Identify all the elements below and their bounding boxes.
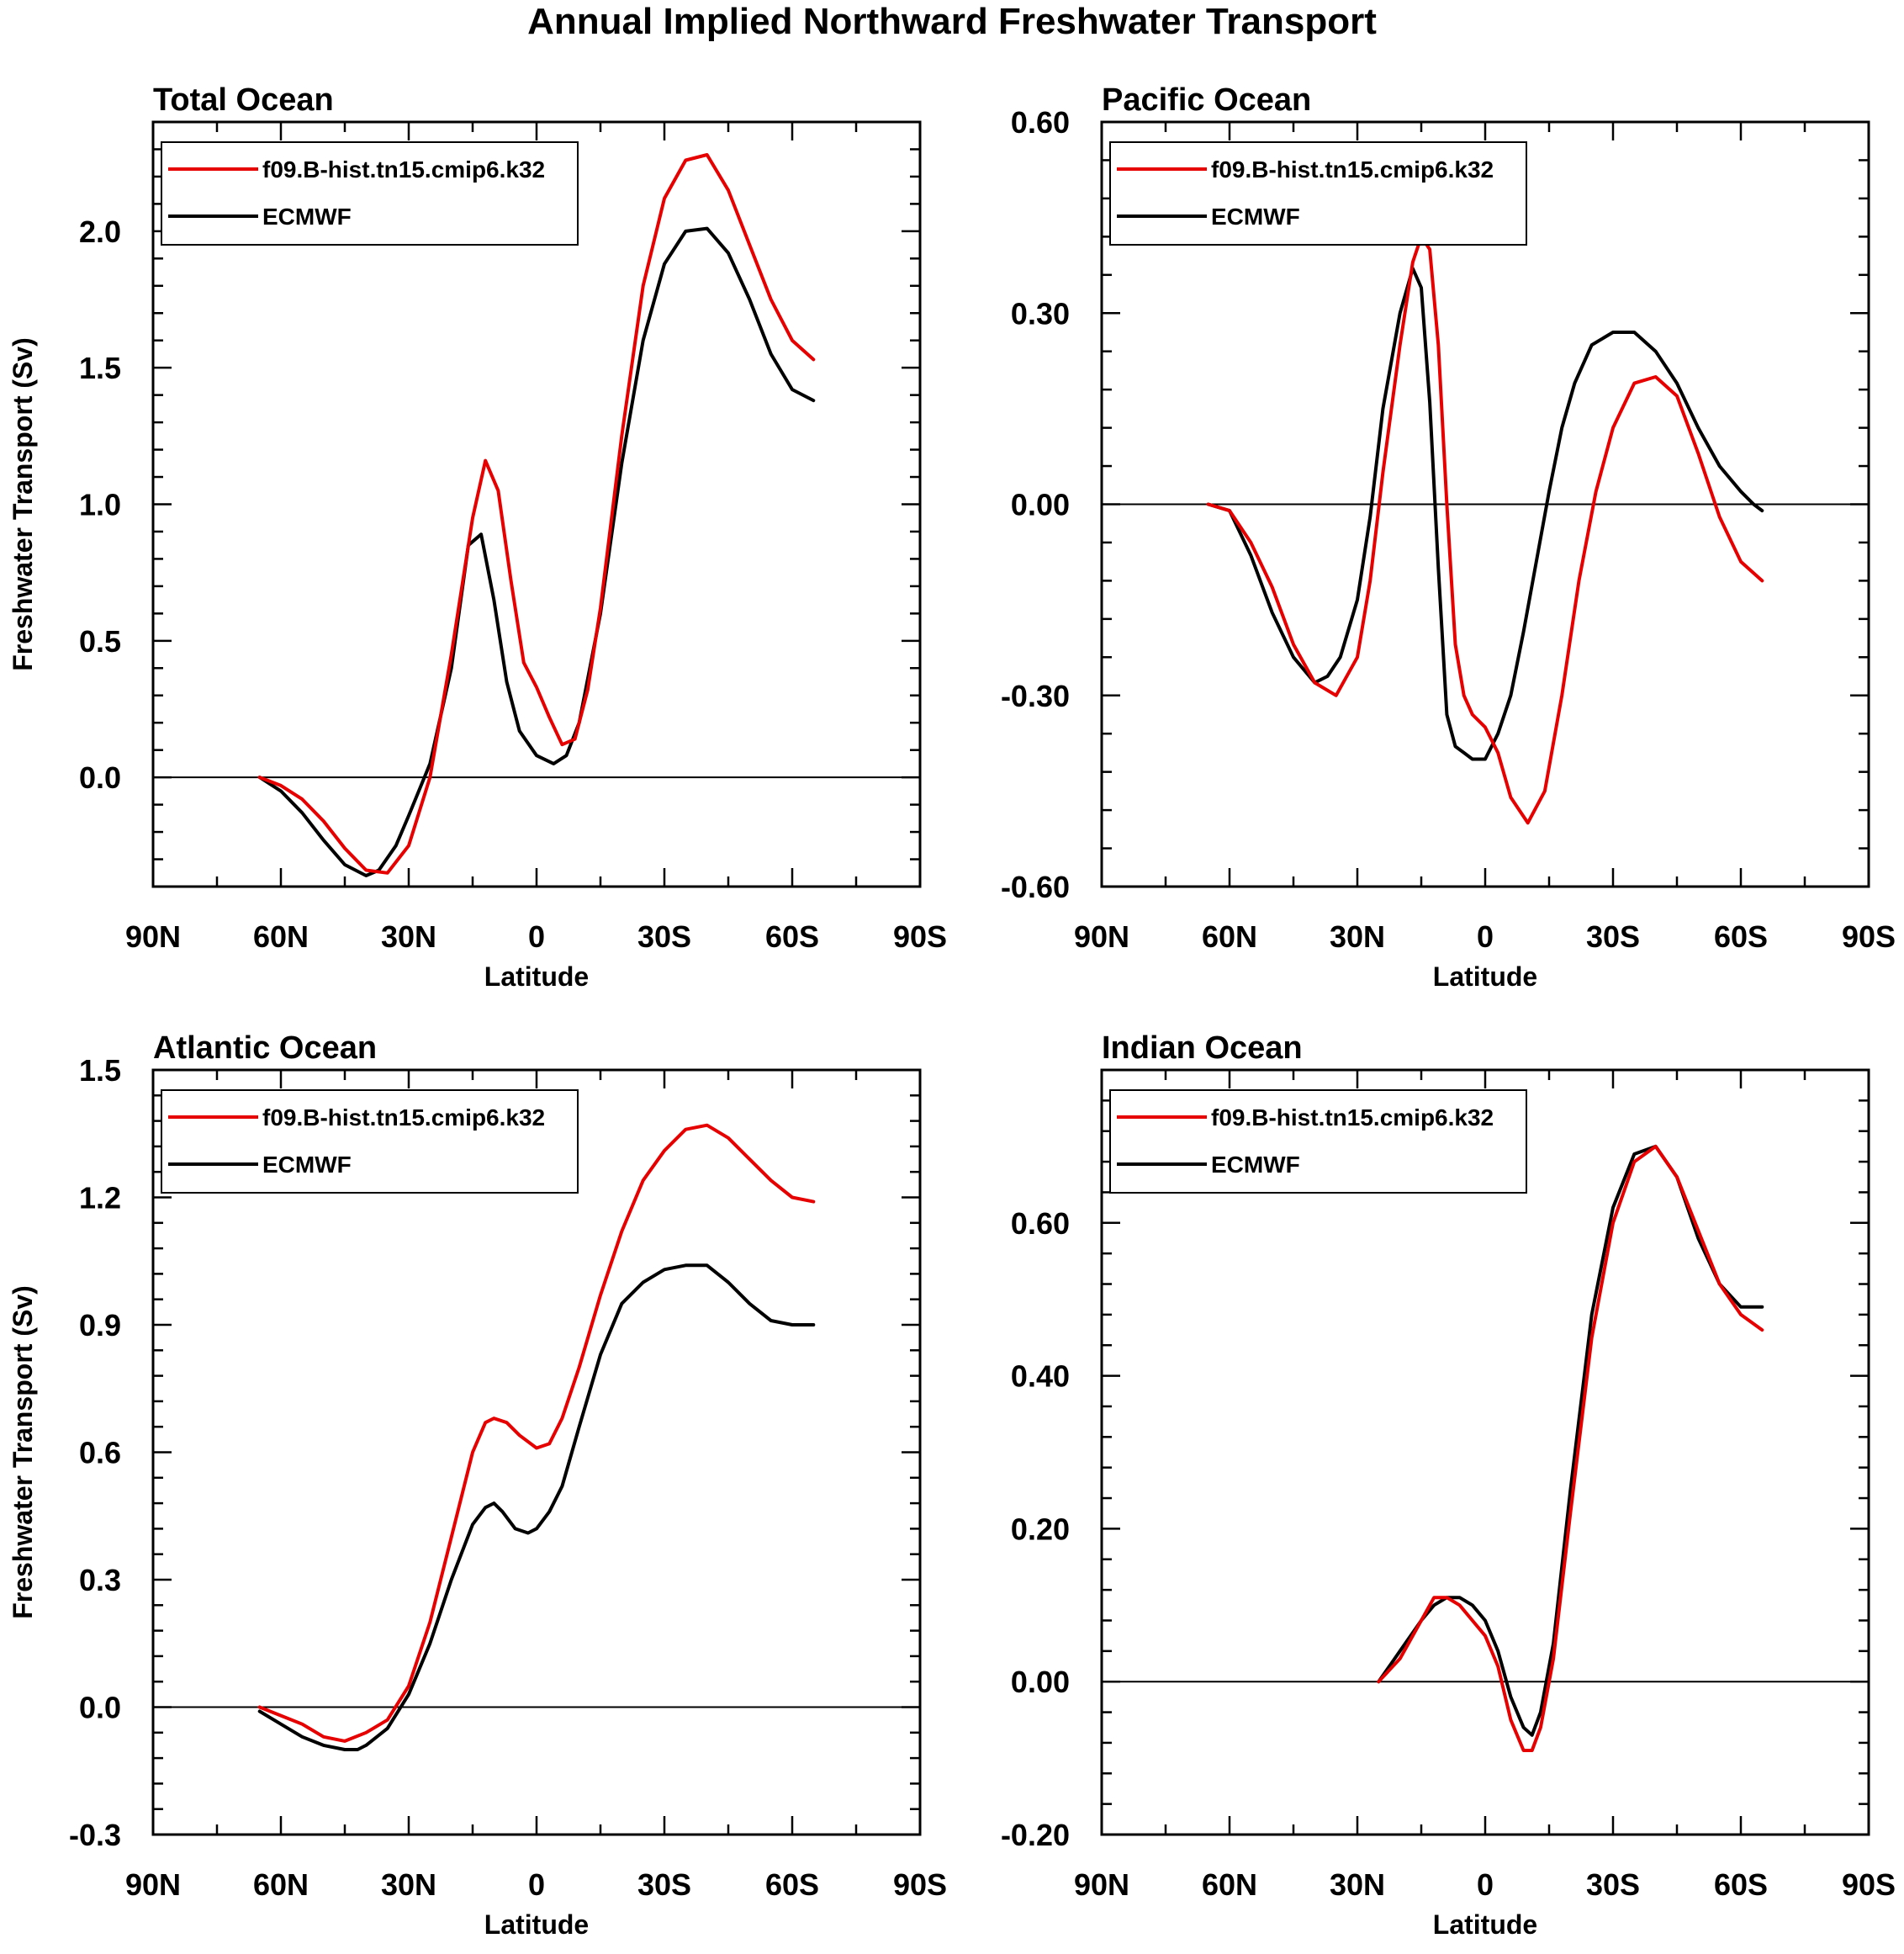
panel-title: Atlantic Ocean (153, 1030, 377, 1066)
x-tick-label: 90S (1842, 919, 1896, 954)
y-tick-label: -0.20 (1001, 1818, 1070, 1852)
legend-label: f09.B-hist.tn15.cmip6.k32 (262, 156, 545, 183)
y-tick-label: -0.3 (69, 1818, 121, 1852)
legend-box (161, 1089, 579, 1194)
x-tick-label: 90N (1074, 919, 1129, 954)
x-tick-label: 30N (1330, 919, 1385, 954)
figure-title: Annual Implied Northward Freshwater Tran… (527, 1, 1377, 42)
y-tick-label: 0.40 (1011, 1359, 1070, 1394)
x-axis-label: Latitude (484, 1909, 589, 1940)
series-line-ecmwf (257, 226, 816, 877)
x-tick-label: 30S (637, 919, 691, 954)
y-axis-label: Freshwater Transport (Sv) (8, 337, 38, 671)
legend: f09.B-hist.tn15.cmip6.k32 ECMWF (161, 1089, 579, 1194)
y-tick-label: -0.60 (1001, 870, 1070, 904)
y-tick-label: 0.6 (79, 1436, 121, 1470)
x-tick-label: 30N (1330, 1867, 1385, 1902)
x-axis-label: Latitude (484, 961, 589, 992)
series-line-ecmwf (1206, 267, 1764, 761)
x-tick-label: 30S (637, 1867, 691, 1902)
y-axis-label: Freshwater Transport (Sv) (8, 1285, 38, 1619)
y-tick-label: 0.9 (79, 1308, 121, 1342)
series-line-f09-b-hist-tn15-cmip6-k32 (1206, 235, 1764, 825)
x-tick-label: 90S (893, 919, 947, 954)
x-tick-label: 90S (893, 1867, 947, 1902)
x-tick-label: 30S (1586, 919, 1640, 954)
x-tick-label: 90N (125, 919, 181, 954)
y-tick-label: 1.5 (79, 1053, 121, 1088)
y-tick-label: 0.60 (1011, 1206, 1070, 1241)
y-tick-label: 1.2 (79, 1181, 121, 1215)
y-tick-label: 0.0 (79, 760, 121, 795)
y-tick-label: 0.20 (1011, 1512, 1070, 1546)
legend-label: ECMWF (262, 1152, 352, 1178)
y-tick-label: 0.00 (1011, 1665, 1070, 1699)
panel-indian-ocean: Indian Ocean 90N 60N 30N 0 30S 60S 90S -0.20 0.00… (1001, 1030, 1896, 1940)
panel-total-ocean: Total Ocean 90N 60N 30N 0 30S 60S 90S 0.0 0.5 1.0 1… (8, 82, 947, 992)
legend: f09.B-hist.tn15.cmip6.k32 ECMWF (161, 141, 579, 246)
panel-atlantic-ocean: Atlantic Ocean 90N 60N 30N 0 30S 60S 90S -0.3 0.0… (8, 1030, 947, 1940)
x-tick-label: 0 (1477, 1867, 1494, 1902)
legend-label: ECMWF (262, 204, 352, 230)
x-tick-label: 90N (1074, 1867, 1129, 1902)
x-tick-label: 60N (1202, 1867, 1257, 1902)
x-tick-label: 60S (1714, 919, 1768, 954)
y-tick-label: 0.00 (1011, 488, 1070, 522)
y-tick-label: 0.3 (79, 1563, 121, 1597)
x-tick-label: 0 (1477, 919, 1494, 954)
y-tick-label: 0.30 (1011, 296, 1070, 331)
legend: f09.B-hist.tn15.cmip6.k32 ECMWF (1109, 141, 1527, 246)
x-axis-label: Latitude (1433, 961, 1537, 992)
legend-box (161, 141, 579, 246)
x-tick-label: 90S (1842, 1867, 1896, 1902)
series-line-f09-b-hist-tn15-cmip6-k32 (257, 1123, 816, 1743)
legend: f09.B-hist.tn15.cmip6.k32 ECMWF (1109, 1089, 1527, 1194)
y-tick-label: 0.5 (79, 624, 121, 659)
x-tick-label: 30N (381, 1867, 436, 1902)
y-tick-label: 0.0 (79, 1691, 121, 1725)
legend-label: f09.B-hist.tn15.cmip6.k32 (1211, 1104, 1494, 1131)
legend-label: f09.B-hist.tn15.cmip6.k32 (262, 1104, 545, 1131)
series-line-ecmwf (1377, 1144, 1764, 1737)
x-tick-label: 30N (381, 919, 436, 954)
x-tick-label: 90N (125, 1867, 181, 1902)
y-tick-label: 1.0 (79, 488, 121, 522)
legend-label: f09.B-hist.tn15.cmip6.k32 (1211, 156, 1494, 183)
x-tick-label: 60S (765, 1867, 819, 1902)
y-tick-label: -0.30 (1001, 679, 1070, 713)
series-line-ecmwf (257, 1263, 816, 1751)
series-line-f09-b-hist-tn15-cmip6-k32 (257, 153, 816, 875)
x-tick-label: 60N (253, 919, 309, 954)
panel-title: Pacific Ocean (1102, 82, 1311, 118)
panel-pacific-ocean: Pacific Ocean 90N 60N 30N 0 30S 60S 90S -0.60 -0.… (1001, 82, 1896, 992)
legend-label: ECMWF (1211, 1152, 1300, 1178)
series-line-f09-b-hist-tn15-cmip6-k32 (1377, 1144, 1764, 1752)
legend-box (1109, 141, 1527, 246)
x-axis-label: Latitude (1433, 1909, 1537, 1940)
x-tick-label: 0 (528, 1867, 545, 1902)
legend-label: ECMWF (1211, 204, 1300, 230)
panel-title: Indian Ocean (1102, 1030, 1303, 1066)
x-tick-label: 60S (1714, 1867, 1768, 1902)
x-tick-label: 30S (1586, 1867, 1640, 1902)
x-tick-label: 60S (765, 919, 819, 954)
y-tick-label: 0.60 (1011, 105, 1070, 140)
legend-box (1109, 1089, 1527, 1194)
x-tick-label: 0 (528, 919, 545, 954)
panel-title: Total Ocean (153, 82, 334, 118)
y-tick-label: 1.5 (79, 351, 121, 385)
y-tick-label: 2.0 (79, 214, 121, 249)
x-tick-label: 60N (1202, 919, 1257, 954)
x-tick-label: 60N (253, 1867, 309, 1902)
